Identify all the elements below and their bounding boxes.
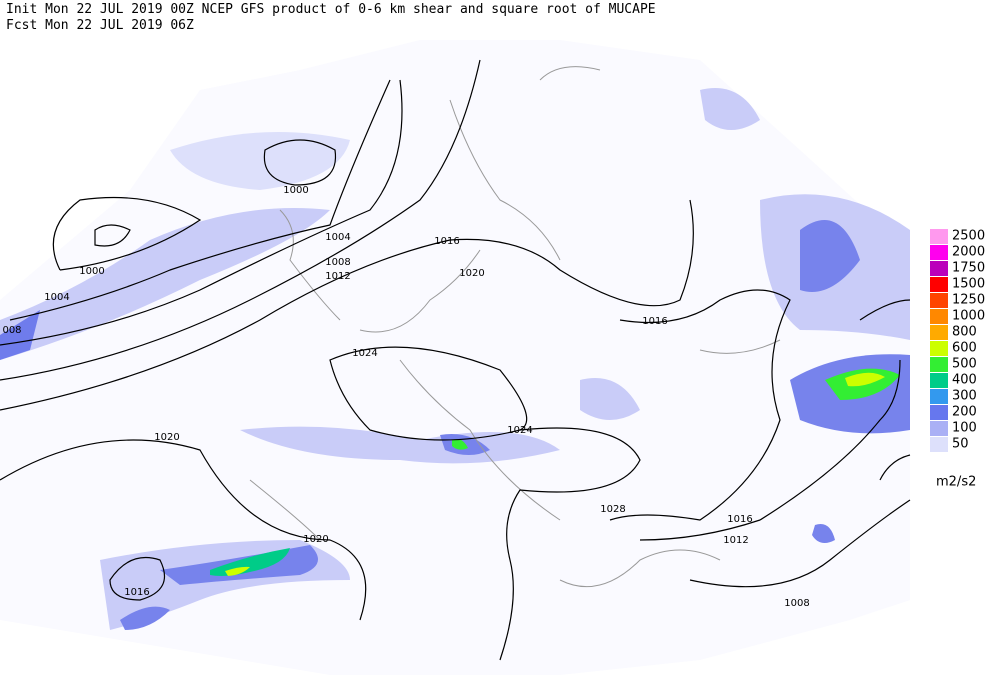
legend-swatch (930, 229, 948, 244)
legend-label: 2500 (952, 229, 985, 244)
legend-swatch (930, 373, 948, 388)
legend: 2500200017501500125010008006005004003002… (930, 229, 985, 452)
legend-label: 300 (952, 389, 977, 404)
legend-swatch (930, 261, 948, 276)
legend-label: 1000 (952, 309, 985, 324)
isobar-label: 1012 (723, 535, 748, 546)
isobar-label: 1016 (642, 316, 667, 327)
isobar-label: 1008 (784, 598, 809, 609)
isobar-label: 1024 (352, 348, 377, 359)
isobar-label: 1016 (124, 587, 149, 598)
header-line: Fcst Mon 22 JUL 2019 06Z (6, 18, 194, 33)
isobar-label: 1024 (507, 425, 532, 436)
coastlines (249, 66, 781, 588)
legend-label: 100 (952, 421, 977, 436)
isobar-label: 1016 (727, 514, 752, 525)
legend-label: 800 (952, 325, 977, 340)
legend-label: 1500 (952, 277, 985, 292)
legend-swatch (930, 341, 948, 356)
legend-swatch (930, 309, 948, 324)
legend-swatch (930, 357, 948, 372)
isobar-label: 1004 (325, 232, 350, 243)
legend-unit: m2/s2 (936, 475, 976, 490)
header-line: Init Mon 22 JUL 2019 00Z NCEP GFS produc… (6, 2, 656, 17)
legend-label: 1750 (952, 261, 985, 276)
legend-label: 600 (952, 341, 977, 356)
legend-label: 500 (952, 357, 977, 372)
isobar-label: 1020 (459, 268, 484, 279)
isobar-label: 1020 (303, 534, 328, 545)
legend-swatch (930, 245, 948, 260)
isobar-label: 1012 (325, 271, 350, 282)
isobar-label: 1004 (44, 292, 69, 303)
legend-swatch (930, 325, 948, 340)
legend-swatch (930, 389, 948, 404)
isobar-labels: 1000 1000 1004 1004 1008 008 1012 1016 1… (2, 185, 809, 609)
legend-swatch (930, 405, 948, 420)
legend-label: 200 (952, 405, 977, 420)
legend-label: 50 (952, 437, 969, 452)
legend-label: 1250 (952, 293, 985, 308)
isobar-label: 1000 (283, 185, 308, 196)
isobar-label: 1020 (154, 432, 179, 443)
legend-label: 2000 (952, 245, 985, 260)
isobar-label: 1016 (434, 236, 459, 247)
legend-swatch (930, 421, 948, 436)
isobar-label: 1000 (79, 266, 104, 277)
isobars (0, 59, 911, 661)
isobar-label: 1028 (600, 504, 625, 515)
cape-shading (0, 40, 910, 675)
legend-label: 400 (952, 373, 977, 388)
legend-swatch (930, 277, 948, 292)
legend-swatch (930, 293, 948, 308)
isobar-label: 008 (2, 325, 21, 336)
legend-swatch (930, 437, 948, 452)
isobar-label: 1008 (325, 257, 350, 268)
